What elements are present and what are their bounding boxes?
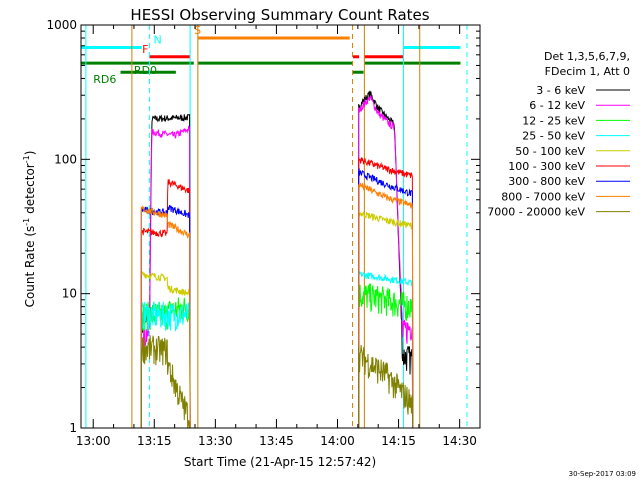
series-7000-20000-kev <box>358 345 414 429</box>
y-tick-label: 100 <box>54 152 77 166</box>
series-100-300-kev <box>140 179 191 429</box>
flag-label-rd0: RD0 <box>134 64 157 77</box>
date-stamp: 30-Sep-2017 03:09 <box>569 470 636 478</box>
legend-label-100-300-kev: 100 - 300 keV <box>508 160 585 173</box>
axes: 1 10 100 1000 13:00 13:15 13:30 13:45 14:00 14:15… <box>46 18 481 448</box>
flag-label-rd6: RD6 <box>93 73 116 86</box>
legend-label-12-25-kev: 12 - 25 keV <box>522 114 585 127</box>
legend-label-300-800-kev: 300 - 800 keV <box>508 175 585 188</box>
series-300-800-kev <box>358 167 414 429</box>
legend: Det 1,3,5,6,7,9, FDecim 1, Att 0 3 - 6 k… <box>487 50 630 219</box>
legend-label-6-12-kev: 6 - 12 keV <box>529 99 585 112</box>
series-800-7000-kev <box>140 204 191 429</box>
x-tick-label: 14:00 <box>320 434 355 448</box>
x-tick-label: 14:30 <box>442 434 477 448</box>
flag-label-n: N <box>153 33 161 46</box>
legend-label-7000-20000-kev: 7000 - 20000 keV <box>487 206 585 219</box>
legend-header-line-2: FDecim 1, Att 0 <box>545 65 630 78</box>
x-tick-label: 13:30 <box>198 434 233 448</box>
legend-label-800-7000-kev: 800 - 7000 keV <box>501 190 585 203</box>
series-12-25-kev <box>358 283 414 429</box>
flag-label-f: F <box>142 43 148 56</box>
legend-label-3-6-kev: 3 - 6 keV <box>536 84 585 97</box>
y-tick-label: 1000 <box>46 18 77 32</box>
x-tick-label: 14:15 <box>381 434 416 448</box>
legend-label-50-100-kev: 50 - 100 keV <box>515 145 585 158</box>
x-tick-label: 13:15 <box>137 434 172 448</box>
series-6-12-kev <box>358 94 414 429</box>
y-tick-label: 1 <box>69 421 77 435</box>
x-tick-label: 13:00 <box>76 434 111 448</box>
series-800-7000-kev <box>358 182 414 429</box>
x-axis-label: Start Time (21-Apr-15 12:57:42) <box>184 455 376 469</box>
plot-frame <box>80 24 481 429</box>
series-25-50-kev <box>358 270 414 429</box>
series-50-100-kev <box>358 210 414 429</box>
x-tick-label: 13:45 <box>259 434 294 448</box>
legend-header-line-1: Det 1,3,5,6,7,9, <box>544 50 630 63</box>
observing-flag-bars: NSFRD0RD6 <box>81 24 461 86</box>
series-50-100-kev <box>140 270 191 429</box>
y-axis-label: Count Rate (s-1 detector-1) <box>22 151 37 308</box>
chart-title: HESSI Observing Summary Count Rates <box>130 6 429 24</box>
legend-label-25-50-kev: 25 - 50 keV <box>522 130 585 143</box>
series-100-300-kev <box>358 157 414 429</box>
data-series <box>140 90 414 430</box>
series-7000-20000-kev <box>140 335 191 430</box>
y-tick-label: 10 <box>62 287 77 301</box>
series-25-50-kev <box>140 301 191 429</box>
